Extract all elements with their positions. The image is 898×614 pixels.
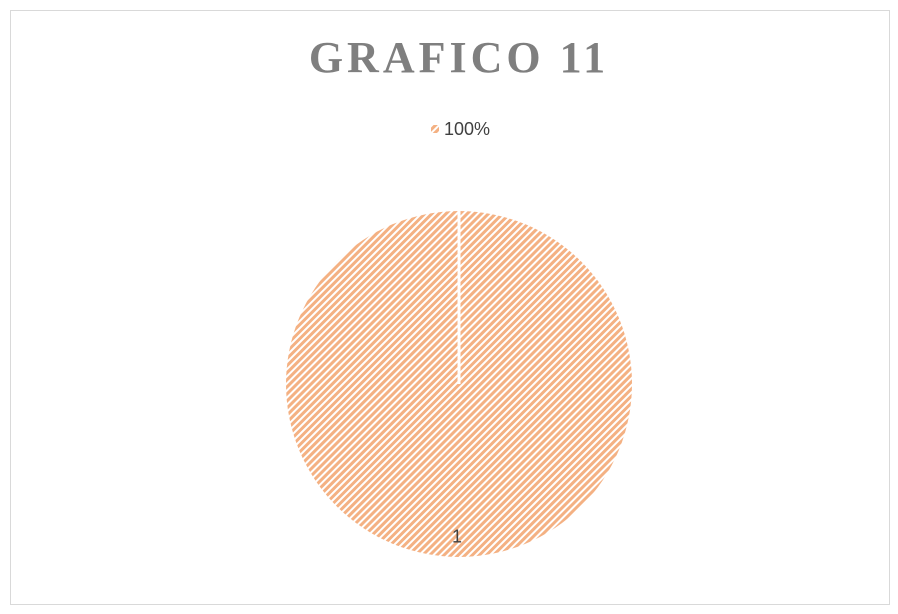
data-label: 1 <box>452 527 462 547</box>
legend-swatch <box>431 125 439 133</box>
legend-label: 100% <box>444 119 490 139</box>
chart-title: GRAFICO 11 <box>309 33 609 82</box>
